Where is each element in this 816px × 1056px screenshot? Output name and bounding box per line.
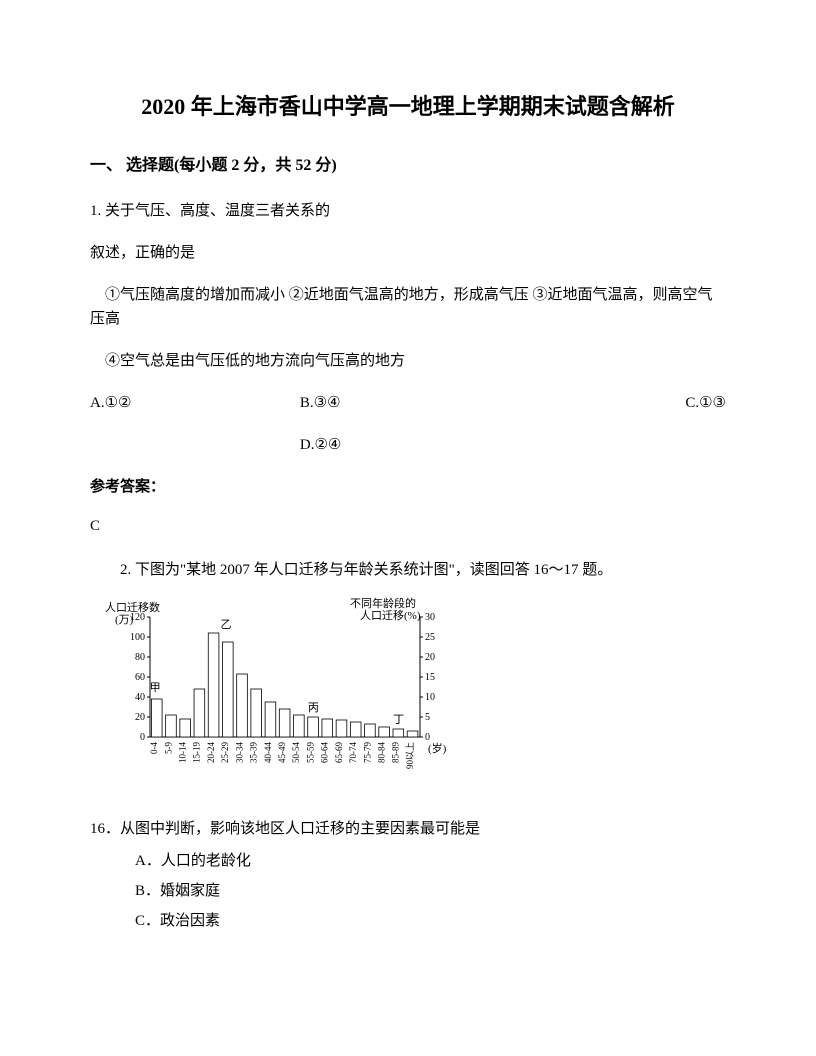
svg-text:甲: 甲 — [150, 682, 161, 694]
svg-text:45-49: 45-49 — [277, 741, 287, 762]
q1-stem-line2: 叙述，正确的是 — [90, 241, 726, 265]
q1-options-row: A.①② B.③④ C.①③ — [90, 391, 726, 415]
q1-option-c: C.①③ — [510, 391, 726, 415]
q2-intro: 2. 下图为"某地 2007 年人口迁移与年龄关系统计图"，读图回答 16～17… — [120, 558, 726, 582]
svg-text:25: 25 — [425, 632, 435, 643]
svg-text:10-14: 10-14 — [178, 741, 188, 762]
svg-text:丁: 丁 — [393, 714, 404, 726]
svg-text:60: 60 — [135, 672, 145, 683]
svg-text:0: 0 — [425, 732, 430, 743]
svg-text:人口迁移(%): 人口迁移(%) — [360, 609, 421, 622]
svg-text:25-29: 25-29 — [220, 741, 230, 762]
svg-text:0-4: 0-4 — [149, 741, 159, 753]
svg-text:70-74: 70-74 — [348, 741, 358, 762]
svg-text:丙: 丙 — [308, 702, 319, 714]
page-title: 2020 年上海市香山中学高一地理上学期期末试题含解析 — [90, 90, 726, 123]
q16-option-a: A．人口的老龄化 — [135, 849, 726, 873]
answer-label: 参考答案： — [90, 475, 726, 499]
q1-statement2: ④空气总是由气压低的地方流向气压高的地方 — [90, 349, 726, 373]
svg-text:65-69: 65-69 — [334, 741, 344, 762]
q16-option-c: C．政治因素 — [135, 909, 726, 933]
svg-text:15-19: 15-19 — [192, 741, 202, 762]
svg-text:不同年龄段的: 不同年龄段的 — [350, 597, 416, 610]
svg-text:120: 120 — [130, 612, 145, 623]
svg-text:100: 100 — [130, 632, 145, 643]
q1-statement1: ①气压随高度的增加而减小 ②近地面气温高的地方，形成高气压 ③近地面气温高，则高… — [90, 283, 726, 331]
q16-option-b: B．婚姻家庭 — [135, 879, 726, 903]
section-header: 一、 选择题(每小题 2 分，共 52 分) — [90, 153, 726, 179]
answer-value: C — [90, 514, 726, 538]
q1-option-b: B.③④ — [300, 391, 510, 415]
svg-text:(岁): (岁) — [428, 741, 447, 755]
q16-stem: 16．从图中判断，影响该地区人口迁移的主要因素最可能是 — [90, 817, 726, 841]
svg-text:5: 5 — [425, 712, 430, 723]
q1-option-d: D.②④ — [300, 433, 726, 457]
svg-text:60-64: 60-64 — [320, 741, 330, 762]
svg-text:0: 0 — [140, 732, 145, 743]
q16-options: A．人口的老龄化 B．婚姻家庭 C．政治因素 — [135, 849, 726, 933]
svg-text:30-34: 30-34 — [234, 741, 244, 762]
svg-text:50-54: 50-54 — [291, 741, 301, 762]
migration-chart: 人口迁移数(万)不同年龄段的人口迁移(%)0204060801001200510… — [100, 597, 480, 797]
q1-stem-line1: 1. 关于气压、高度、温度三者关系的 — [90, 199, 726, 223]
svg-text:乙: 乙 — [221, 618, 232, 631]
q1-option-a: A.①② — [90, 391, 300, 415]
svg-text:80: 80 — [135, 652, 145, 663]
svg-text:20-24: 20-24 — [206, 741, 216, 762]
svg-text:5-9: 5-9 — [163, 741, 173, 753]
svg-text:35-39: 35-39 — [249, 741, 259, 762]
svg-text:10: 10 — [425, 692, 435, 703]
svg-text:90以上: 90以上 — [405, 742, 415, 769]
svg-text:15: 15 — [425, 672, 435, 683]
svg-text:80-84: 80-84 — [376, 741, 386, 762]
svg-text:55-59: 55-59 — [305, 741, 315, 762]
svg-text:20: 20 — [135, 712, 145, 723]
svg-text:20: 20 — [425, 652, 435, 663]
svg-text:40: 40 — [135, 692, 145, 703]
svg-text:40-44: 40-44 — [263, 741, 273, 762]
svg-text:75-79: 75-79 — [362, 741, 372, 762]
svg-text:85-89: 85-89 — [391, 741, 401, 762]
svg-text:30: 30 — [425, 612, 435, 623]
